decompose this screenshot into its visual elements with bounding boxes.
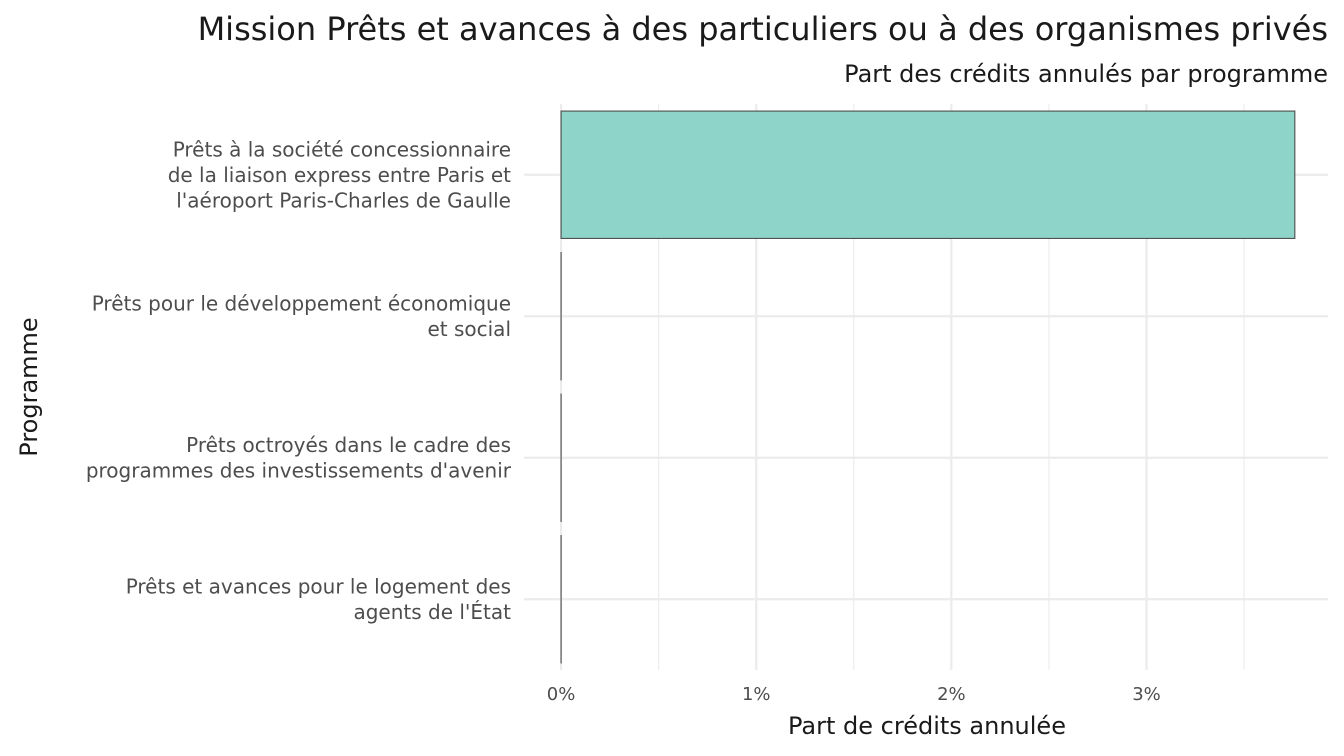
x-tick-label: 2% <box>937 684 966 705</box>
x-tick-labels: 0% 1% 2% 3% <box>547 684 1161 705</box>
category-label: Prêts pour le développement économique et… <box>92 292 511 342</box>
x-tick-label: 0% <box>547 684 576 705</box>
y-axis-title: Programme <box>15 317 43 456</box>
x-tick-label: 1% <box>742 684 771 705</box>
category-label: Prêts et avances pour le logement des age… <box>126 575 511 625</box>
category-label: Prêts à la société concessionnaire de la … <box>168 137 511 212</box>
x-axis-title: Part de crédits annulée <box>788 712 1066 740</box>
category-labels: Prêts à la société concessionnaire de la … <box>86 137 512 624</box>
chart-title: Mission Prêts et avances à des particuli… <box>198 10 1328 48</box>
bar <box>560 110 1296 239</box>
category-label: Prêts octroyés dans le cadre des programm… <box>86 433 512 483</box>
x-tick-label: 3% <box>1132 684 1161 705</box>
chart-subtitle: Part des crédits annulés par programme <box>844 60 1328 88</box>
bars <box>560 110 1296 664</box>
